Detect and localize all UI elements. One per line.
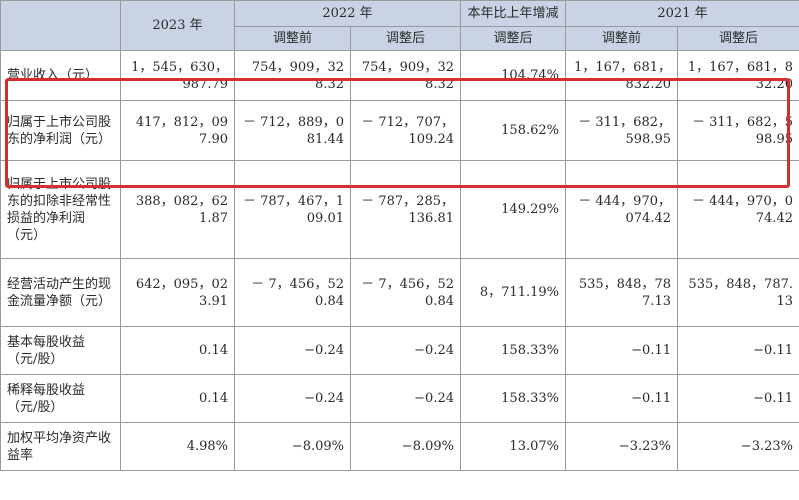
- header-2021-before: 调整前: [565, 26, 678, 51]
- row-label: 稀释每股收益（元/股）: [0, 374, 121, 423]
- header-2021-after: 调整后: [677, 26, 799, 51]
- row-label: 归属于上市公司股东的净利润（元）: [0, 100, 121, 161]
- cell-2021-before: － 444，970，074.42: [565, 160, 678, 259]
- header-blank: [0, 0, 121, 51]
- cell-2022-before: 754，909，328.32: [234, 50, 351, 101]
- cell-2021-before: 1，167，681，832.20: [565, 50, 678, 101]
- header-2022-after: 调整后: [350, 26, 461, 51]
- cell-2022-after: － 7，456，520.84: [350, 258, 461, 327]
- cell-yoy: 8，711.19%: [460, 258, 566, 327]
- cell-2022-after: −0.24: [350, 326, 461, 375]
- cell-2022-after: － 712，707，109.24: [350, 100, 461, 161]
- cell-2021-after: −0.11: [677, 374, 799, 423]
- header-yoy-text: 本年比上年增减: [467, 6, 559, 21]
- cell-2021-before: 535，848，787.13: [565, 258, 678, 327]
- cell-2021-after: － 444，970，074.42: [677, 160, 799, 259]
- cell-2023: 642，095，023.91: [120, 258, 235, 327]
- cell-yoy: 158.33%: [460, 326, 566, 375]
- cell-2021-after: −3.23%: [677, 422, 799, 471]
- row-label: 基本每股收益（元/股）: [0, 326, 121, 375]
- table-row: 经营活动产生的现金流量净额（元） 642，095，023.91 － 7，456，…: [0, 258, 799, 327]
- table-row: 稀释每股收益（元/股） 0.14 −0.24 −0.24 158.33% −0.…: [0, 374, 799, 423]
- table-row: 营业收入（元） 1，545，630，987.79 754，909，328.32 …: [0, 50, 799, 101]
- header-yoy: 本年比上年增减: [460, 0, 566, 27]
- header-2023: 2023 年: [120, 0, 235, 51]
- cell-2022-before: － 787，467，109.01: [234, 160, 351, 259]
- cell-2021-before: −0.11: [565, 374, 678, 423]
- cell-yoy: 13.07%: [460, 422, 566, 471]
- cell-2023: 417，812，097.90: [120, 100, 235, 161]
- row-label: 归属于上市公司股东的扣除非经常性损益的净利润（元）: [0, 160, 121, 259]
- header-2022-before: 调整前: [234, 26, 351, 51]
- cell-2022-after: － 787，285，136.81: [350, 160, 461, 259]
- header-yoy-after: 调整后: [460, 26, 566, 51]
- cell-2021-after: － 311，682，598.95: [677, 100, 799, 161]
- cell-2022-before: － 7，456，520.84: [234, 258, 351, 327]
- cell-2021-before: － 311，682，598.95: [565, 100, 678, 161]
- cell-2022-after: −8.09%: [350, 422, 461, 471]
- row-label: 经营活动产生的现金流量净额（元）: [0, 258, 121, 327]
- cell-2022-before: － 712，889，081.44: [234, 100, 351, 161]
- table-row: 加权平均净资产收益率 4.98% −8.09% −8.09% 13.07% −3…: [0, 422, 799, 471]
- cell-yoy: 149.29%: [460, 160, 566, 259]
- cell-2022-after: 754，909，328.32: [350, 50, 461, 101]
- cell-yoy: 104.74%: [460, 50, 566, 101]
- cell-2021-after: 1，167，681，832.20: [677, 50, 799, 101]
- cell-2021-before: −0.11: [565, 326, 678, 375]
- financial-summary-table: 2023 年 2022 年 本年比上年增减 2021 年 调整前 调整后 调整后…: [0, 0, 799, 471]
- cell-2023: 0.14: [120, 326, 235, 375]
- cell-2021-after: 535，848，787.13: [677, 258, 799, 327]
- cell-2023: 0.14: [120, 374, 235, 423]
- cell-2022-before: −8.09%: [234, 422, 351, 471]
- header-2022: 2022 年: [234, 0, 461, 27]
- cell-2022-after: −0.24: [350, 374, 461, 423]
- header-2021: 2021 年: [565, 0, 799, 27]
- cell-2022-before: −0.24: [234, 326, 351, 375]
- cell-2021-before: −3.23%: [565, 422, 678, 471]
- row-label: 营业收入（元）: [0, 50, 121, 101]
- cell-2023: 388，082，621.87: [120, 160, 235, 259]
- cell-2023: 1，545，630，987.79: [120, 50, 235, 101]
- cell-2022-before: −0.24: [234, 374, 351, 423]
- row-label: 加权平均净资产收益率: [0, 422, 121, 471]
- cell-yoy: 158.62%: [460, 100, 566, 161]
- table-row: 归属于上市公司股东的净利润（元） 417，812，097.90 － 712，88…: [0, 100, 799, 161]
- table-row: 归属于上市公司股东的扣除非经常性损益的净利润（元） 388，082，621.87…: [0, 160, 799, 259]
- cell-2023: 4.98%: [120, 422, 235, 471]
- cell-yoy: 158.33%: [460, 374, 566, 423]
- table-row: 基本每股收益（元/股） 0.14 −0.24 −0.24 158.33% −0.…: [0, 326, 799, 375]
- cell-2021-after: −0.11: [677, 326, 799, 375]
